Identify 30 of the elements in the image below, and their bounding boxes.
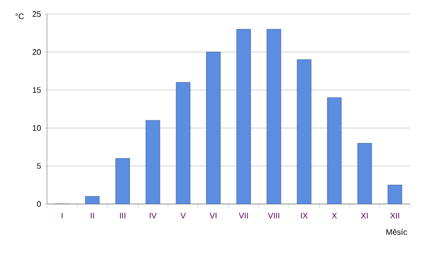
bar	[388, 184, 402, 204]
y-axis-title: °C	[16, 13, 24, 20]
y-tick-label: 15	[32, 87, 41, 93]
x-tick-label: XI	[361, 212, 368, 218]
x-tick-label: XII	[390, 212, 400, 218]
bar	[176, 82, 190, 204]
bar	[146, 120, 160, 204]
x-tick-label: II	[90, 212, 94, 218]
x-tick-label: VI	[210, 212, 216, 218]
y-tick-label: 5	[37, 163, 41, 169]
x-tick-label: V	[180, 212, 186, 218]
y-tick-label: 10	[32, 125, 41, 131]
bar	[115, 158, 130, 204]
x-tick-label: VIII	[268, 212, 280, 218]
bar	[206, 52, 221, 204]
bar	[327, 97, 342, 204]
y-tick-label: 20	[32, 49, 41, 55]
bar	[296, 59, 312, 204]
x-tick-label: VII	[238, 212, 248, 218]
bar	[357, 143, 372, 204]
y-tick-label: 0	[37, 201, 41, 207]
x-tick-label: IX	[301, 212, 308, 218]
x-tick-label: X	[332, 212, 337, 218]
x-axis-title: Měsíc	[386, 228, 407, 235]
x-tick-label: I	[62, 212, 63, 218]
bar	[266, 29, 282, 204]
bar	[236, 29, 251, 204]
x-tick-label: IV	[150, 212, 157, 218]
y-tick-label: 25	[32, 11, 41, 17]
x-tick-label: III	[120, 212, 126, 218]
